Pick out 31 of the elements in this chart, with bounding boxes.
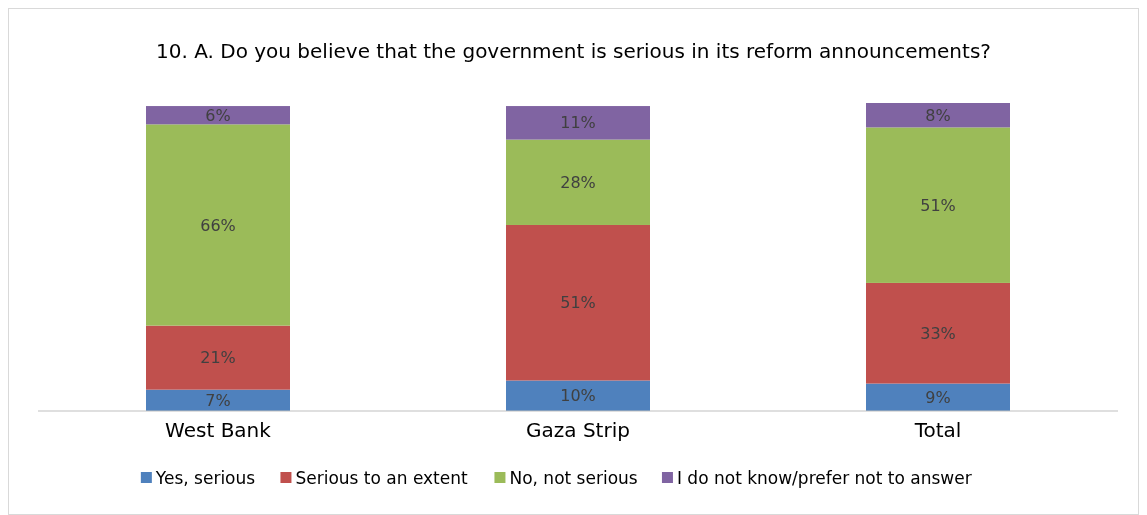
x-tick-label: Gaza Strip [526, 418, 630, 442]
bar [146, 106, 290, 125]
bar [506, 224, 650, 381]
data-label: 6% [205, 105, 231, 125]
data-label: 8% [925, 105, 951, 125]
data-label: 11% [560, 113, 596, 133]
data-label: 21% [200, 348, 236, 368]
chart-title: 10. A. Do you believe that the government is serious in its reform announcements? [156, 39, 991, 63]
bar [506, 380, 650, 411]
legend-label: I do not know/prefer not to answer [676, 467, 972, 488]
bar [866, 127, 1010, 283]
data-label: 66% [200, 215, 236, 235]
bar [146, 124, 290, 326]
legend-label: Serious to an extent [295, 467, 469, 488]
bar [146, 325, 290, 390]
legend-label: Yes, serious [154, 467, 256, 488]
data-label: 9% [925, 387, 951, 407]
x-tick-label: West Bank [165, 418, 272, 442]
data-label: 10% [560, 386, 596, 406]
bar [866, 103, 1010, 128]
data-label: 33% [920, 323, 956, 343]
x-tick-label: Total [913, 418, 962, 442]
bar [506, 106, 650, 140]
bar [866, 383, 1010, 411]
data-label: 51% [560, 293, 596, 313]
data-label: 51% [920, 195, 956, 215]
bar [506, 139, 650, 225]
data-label: 28% [560, 172, 596, 192]
bar [866, 282, 1010, 384]
data-label: 7% [205, 390, 231, 410]
legend-label: No, not serious [509, 467, 638, 488]
